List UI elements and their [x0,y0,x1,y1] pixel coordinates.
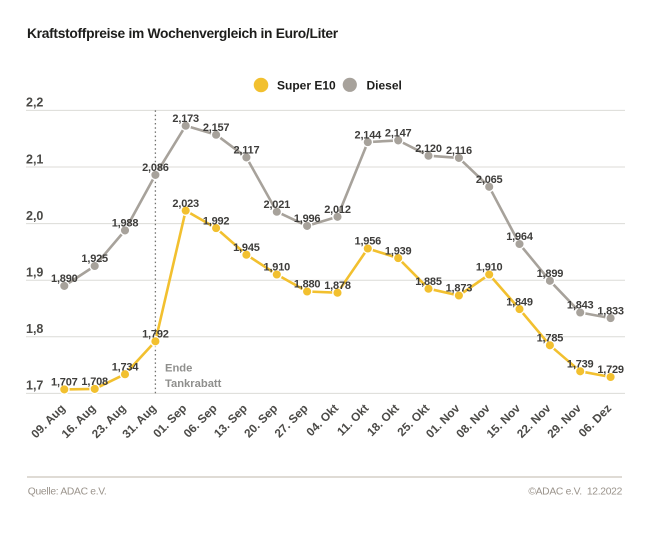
svg-text:1,734: 1,734 [112,361,140,373]
svg-text:1,843: 1,843 [567,300,594,312]
svg-text:1,945: 1,945 [233,242,260,254]
svg-text:2,012: 2,012 [324,204,351,216]
svg-text:1,7: 1,7 [26,379,43,393]
svg-text:2,147: 2,147 [385,128,412,140]
svg-text:Diesel: Diesel [367,79,402,93]
svg-text:1,785: 1,785 [537,333,564,345]
svg-text:1,8: 1,8 [26,322,43,336]
svg-text:Ende: Ende [165,363,192,375]
svg-text:Super E10: Super E10 [277,79,336,93]
svg-text:2,1: 2,1 [26,152,43,166]
svg-text:1,880: 1,880 [294,279,321,291]
svg-text:1,988: 1,988 [112,218,139,230]
svg-text:1,890: 1,890 [51,273,78,285]
svg-text:1,939: 1,939 [385,245,412,257]
svg-text:2,023: 2,023 [172,198,199,210]
svg-text:1,849: 1,849 [506,296,533,308]
svg-text:1,925: 1,925 [81,253,108,265]
svg-text:1,899: 1,899 [537,268,564,280]
svg-text:1,873: 1,873 [446,283,473,295]
svg-text:2,0: 2,0 [26,209,43,223]
svg-text:1,910: 1,910 [476,262,503,274]
svg-text:2,144: 2,144 [355,129,383,141]
svg-text:1,964: 1,964 [506,231,534,243]
svg-text:1,792: 1,792 [142,329,169,341]
svg-text:2,117: 2,117 [233,145,259,157]
svg-text:Quelle: ADAC e.V.: Quelle: ADAC e.V. [28,487,107,498]
svg-text:1,708: 1,708 [81,376,108,388]
svg-text:Kraftstoffpreise im Wochenverg: Kraftstoffpreise im Wochenvergleich in E… [27,26,339,41]
svg-text:1,956: 1,956 [355,236,382,248]
svg-text:1,885: 1,885 [415,276,442,288]
svg-text:2,086: 2,086 [142,162,169,174]
svg-text:1,707: 1,707 [51,377,78,389]
svg-text:2,065: 2,065 [476,174,503,186]
svg-text:1,9: 1,9 [26,266,43,280]
svg-text:2,120: 2,120 [415,143,442,155]
svg-text:2,157: 2,157 [203,122,230,134]
svg-text:1,996: 1,996 [294,213,321,225]
svg-text:2,173: 2,173 [172,113,199,125]
svg-text:2,021: 2,021 [264,199,291,211]
svg-text:1,833: 1,833 [597,305,624,317]
svg-text:Tankrabatt: Tankrabatt [165,378,222,390]
svg-text:1,739: 1,739 [567,359,594,371]
svg-text:©ADAC e.V. 12.2022: ©ADAC e.V. 12.2022 [528,487,622,498]
svg-text:1,729: 1,729 [597,364,624,376]
svg-text:1,992: 1,992 [203,215,230,227]
svg-text:2,116: 2,116 [446,145,472,157]
svg-text:1,910: 1,910 [264,262,291,274]
svg-text:1,878: 1,878 [324,280,351,292]
svg-text:2,2: 2,2 [26,96,43,110]
